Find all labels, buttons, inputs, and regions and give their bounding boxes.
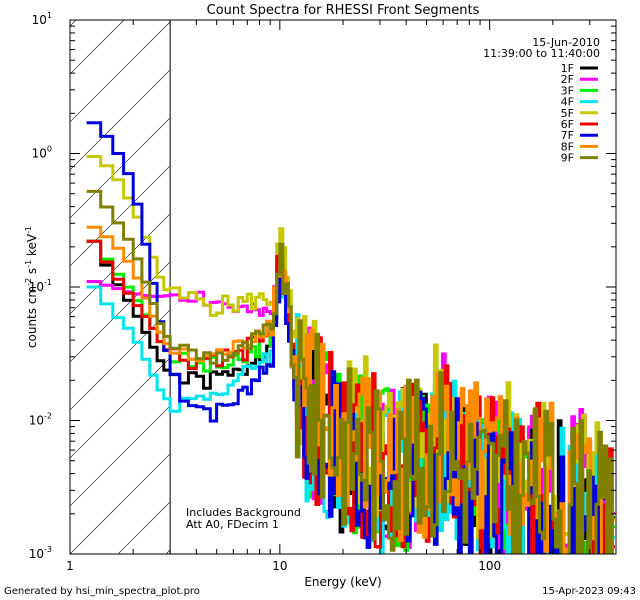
legend-label: 4F [561,96,574,109]
x-tick-label: 100 [478,559,501,573]
y-label-sup2: -1 [24,260,33,268]
time-range: 11:39:00 to 11:40:00 [483,47,600,60]
y-label-sup1: -2 [24,278,33,286]
y-tick-label: 10-2 [29,412,52,428]
legend-label: 2F [561,73,574,86]
y-label-text: counts cm [25,286,39,348]
hatch-line [70,20,125,75]
y-label-mid: s [25,268,39,278]
annotation-background: Includes Background [186,506,301,519]
svg-text:counts cm-2 s-1 keV-1: counts cm-2 s-1 keV-1 [24,226,39,348]
spectra-series [86,121,615,554]
y-tick-label: 101 [32,11,52,27]
legend-label: 3F [561,84,574,97]
legend-label: 7F [561,129,574,142]
legend-label: 1F [561,62,574,75]
hatch-line [0,20,28,554]
x-tick-label: 10 [272,559,287,573]
x-tick-label: 1 [66,559,74,573]
legend-label: 8F [561,140,574,153]
y-axis-label: counts cm-2 s-1 keV-1 [24,226,39,348]
hatch-line [70,20,221,171]
observation-date: 15-Jun-2010 [532,36,600,49]
legend-label: 5F [561,107,574,120]
legend-label: 6F [561,118,574,131]
chart-title: Count Spectra for RHESSI Front Segments [207,3,480,18]
footer-timestamp: 15-Apr-2023 09:43 [542,586,636,597]
legend-label: 9F [561,152,574,165]
x-axis-label: Energy (keV) [304,575,381,589]
hatch-line [70,20,173,123]
series-9F [86,189,614,554]
y-tick-label: 10-3 [29,545,52,561]
y-label-end: keV [25,233,39,260]
annotation-attenuator: Att A0, FDecim 1 [186,518,279,531]
y-tick-label: 100 [32,145,52,161]
generated-by: Generated by hsi_min_spectra_plot.pro [4,586,200,597]
y-label-sup3: -1 [24,226,33,234]
